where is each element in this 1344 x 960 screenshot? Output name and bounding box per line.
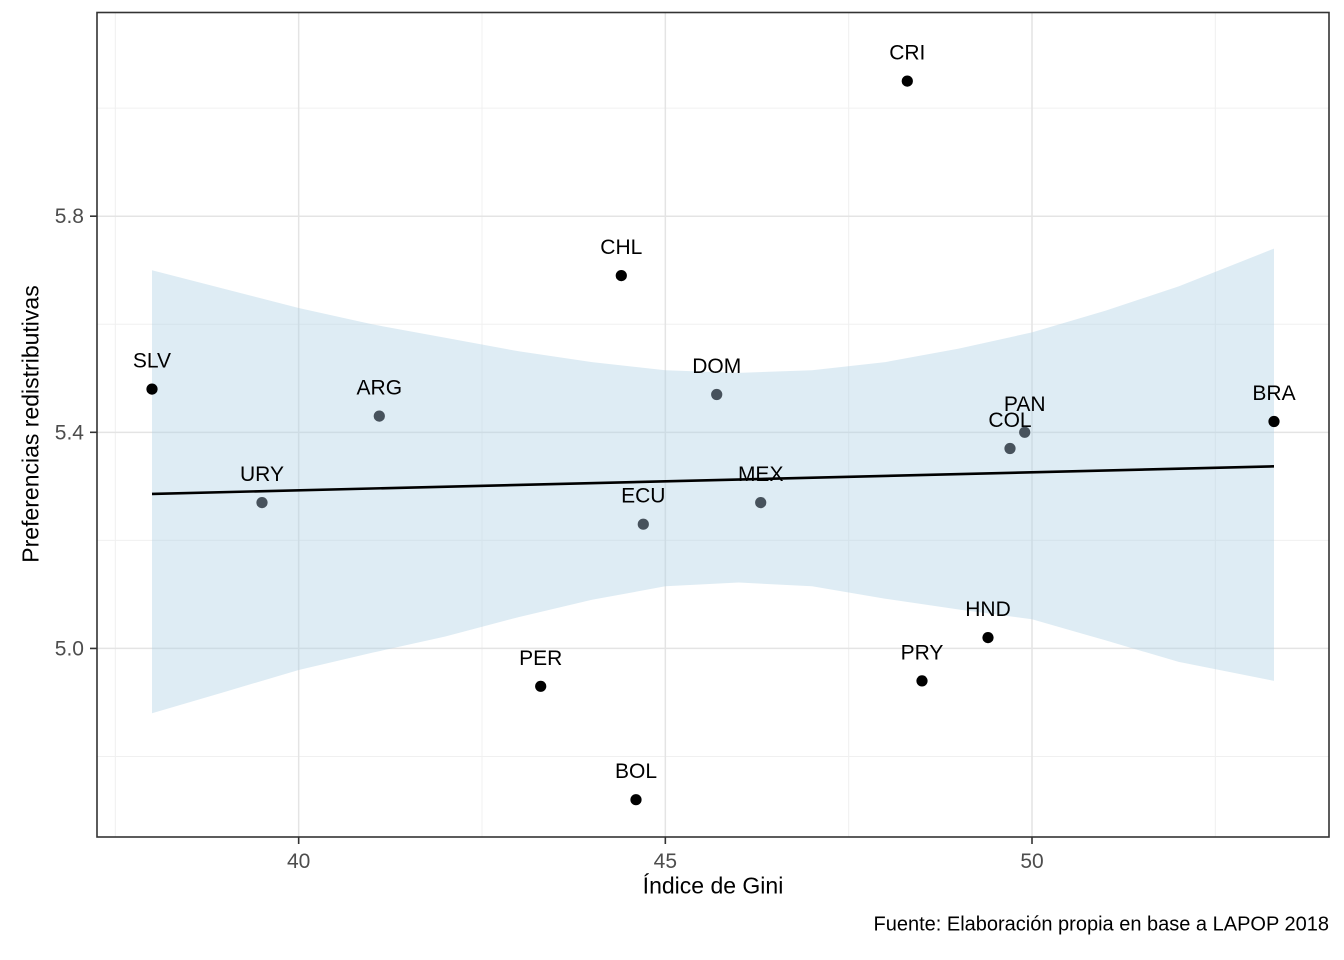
x-tick-label: 45	[654, 850, 677, 873]
data-point-CHL	[615, 270, 627, 282]
data-point-PAN	[1019, 426, 1031, 438]
regression-line	[151, 465, 1275, 496]
source-caption: Fuente: Elaboración propia en base a LAP…	[873, 913, 1329, 936]
point-label-ECU: ECU	[621, 485, 665, 508]
point-label-COL: COL	[988, 409, 1031, 432]
point-label-PAN: PAN	[1004, 393, 1046, 416]
point-label-PRY: PRY	[901, 641, 944, 664]
point-label-BOL: BOL	[615, 760, 657, 783]
data-point-ECU	[637, 518, 649, 530]
point-label-SLV: SLV	[133, 350, 171, 373]
point-label-HND: HND	[965, 598, 1011, 621]
data-point-CRI	[901, 75, 913, 87]
data-point-DOM	[711, 388, 723, 401]
data-point-ARG	[373, 410, 385, 422]
point-label-PER: PER	[519, 647, 562, 670]
panel-border	[96, 11, 1330, 838]
data-point-COL	[1004, 442, 1016, 455]
x-tick-label: 40	[287, 850, 310, 873]
data-point-SLV	[146, 383, 158, 395]
y-axis-title: Preferencias redistributivas	[17, 285, 44, 563]
point-label-URY: URY	[240, 463, 284, 486]
data-point-URY	[256, 497, 268, 509]
y-tick-label: 5.0	[55, 637, 84, 660]
data-point-PER	[535, 680, 547, 692]
point-label-BRA: BRA	[1252, 382, 1295, 405]
data-point-BRA	[1268, 415, 1280, 428]
point-label-MEX: MEX	[738, 463, 784, 486]
point-label-ARG: ARG	[357, 377, 403, 400]
y-tick-label: 5.8	[55, 205, 84, 228]
data-point-BOL	[630, 794, 642, 806]
x-axis-title: Índice de Gini	[642, 872, 784, 899]
point-label-CHL: CHL	[600, 236, 642, 259]
data-point-PRY	[916, 675, 928, 687]
x-tick-label: 50	[1020, 850, 1043, 873]
y-tick-label: 5.4	[55, 421, 85, 444]
data-point-MEX	[755, 497, 767, 509]
point-label-DOM: DOM	[692, 355, 741, 378]
point-label-CRI: CRI	[889, 42, 925, 65]
data-point-HND	[982, 632, 994, 644]
panel-background	[97, 12, 1329, 837]
